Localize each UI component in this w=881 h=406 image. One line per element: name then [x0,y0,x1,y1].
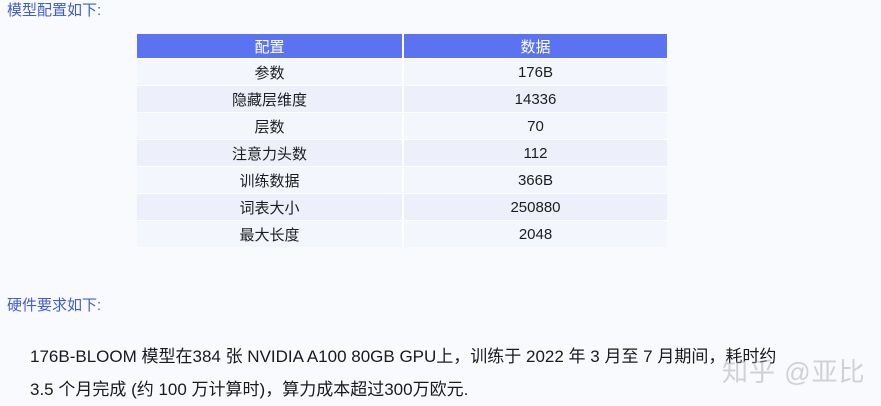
config-key: 最大长度 [137,220,404,247]
config-value: 70 [404,112,667,139]
config-key: 隐藏层维度 [137,85,404,112]
hardware-description-line-2: 3.5 个月完成 (约 100 万计算时)，算力成本超过300万欧元. [30,380,469,399]
config-value: 14336 [404,85,667,112]
config-value: 112 [404,139,667,166]
table-row: 训练数据 366B [137,166,667,193]
table-row: 词表大小 250880 [137,193,667,220]
hardware-requirements-heading: 硬件要求如下: [7,297,102,314]
column-header-data: 数据 [404,34,667,58]
hardware-description-line-1: 176B-BLOOM 模型在384 张 NVIDIA A100 80GB GPU… [30,347,777,366]
table-row: 隐藏层维度 14336 [137,85,667,112]
table-row: 最大长度 2048 [137,220,667,247]
model-config-heading: 模型配置如下: [7,2,102,19]
config-key: 层数 [137,112,404,139]
table-row: 层数 70 [137,112,667,139]
config-key: 词表大小 [137,193,404,220]
column-header-config: 配置 [137,34,404,58]
table-row: 参数 176B [137,58,667,85]
config-value: 176B [404,58,667,85]
config-key: 参数 [137,58,404,85]
hardware-description: 176B-BLOOM 模型在384 张 NVIDIA A100 80GB GPU… [30,340,875,406]
table-header-row: 配置 数据 [137,34,667,58]
config-key: 注意力头数 [137,139,404,166]
model-config-table: 配置 数据 参数 176B 隐藏层维度 14336 层数 70 注意力头数 11… [137,34,667,247]
config-key: 训练数据 [137,166,404,193]
config-value: 250880 [404,193,667,220]
table-row: 注意力头数 112 [137,139,667,166]
config-value: 2048 [404,220,667,247]
config-value: 366B [404,166,667,193]
